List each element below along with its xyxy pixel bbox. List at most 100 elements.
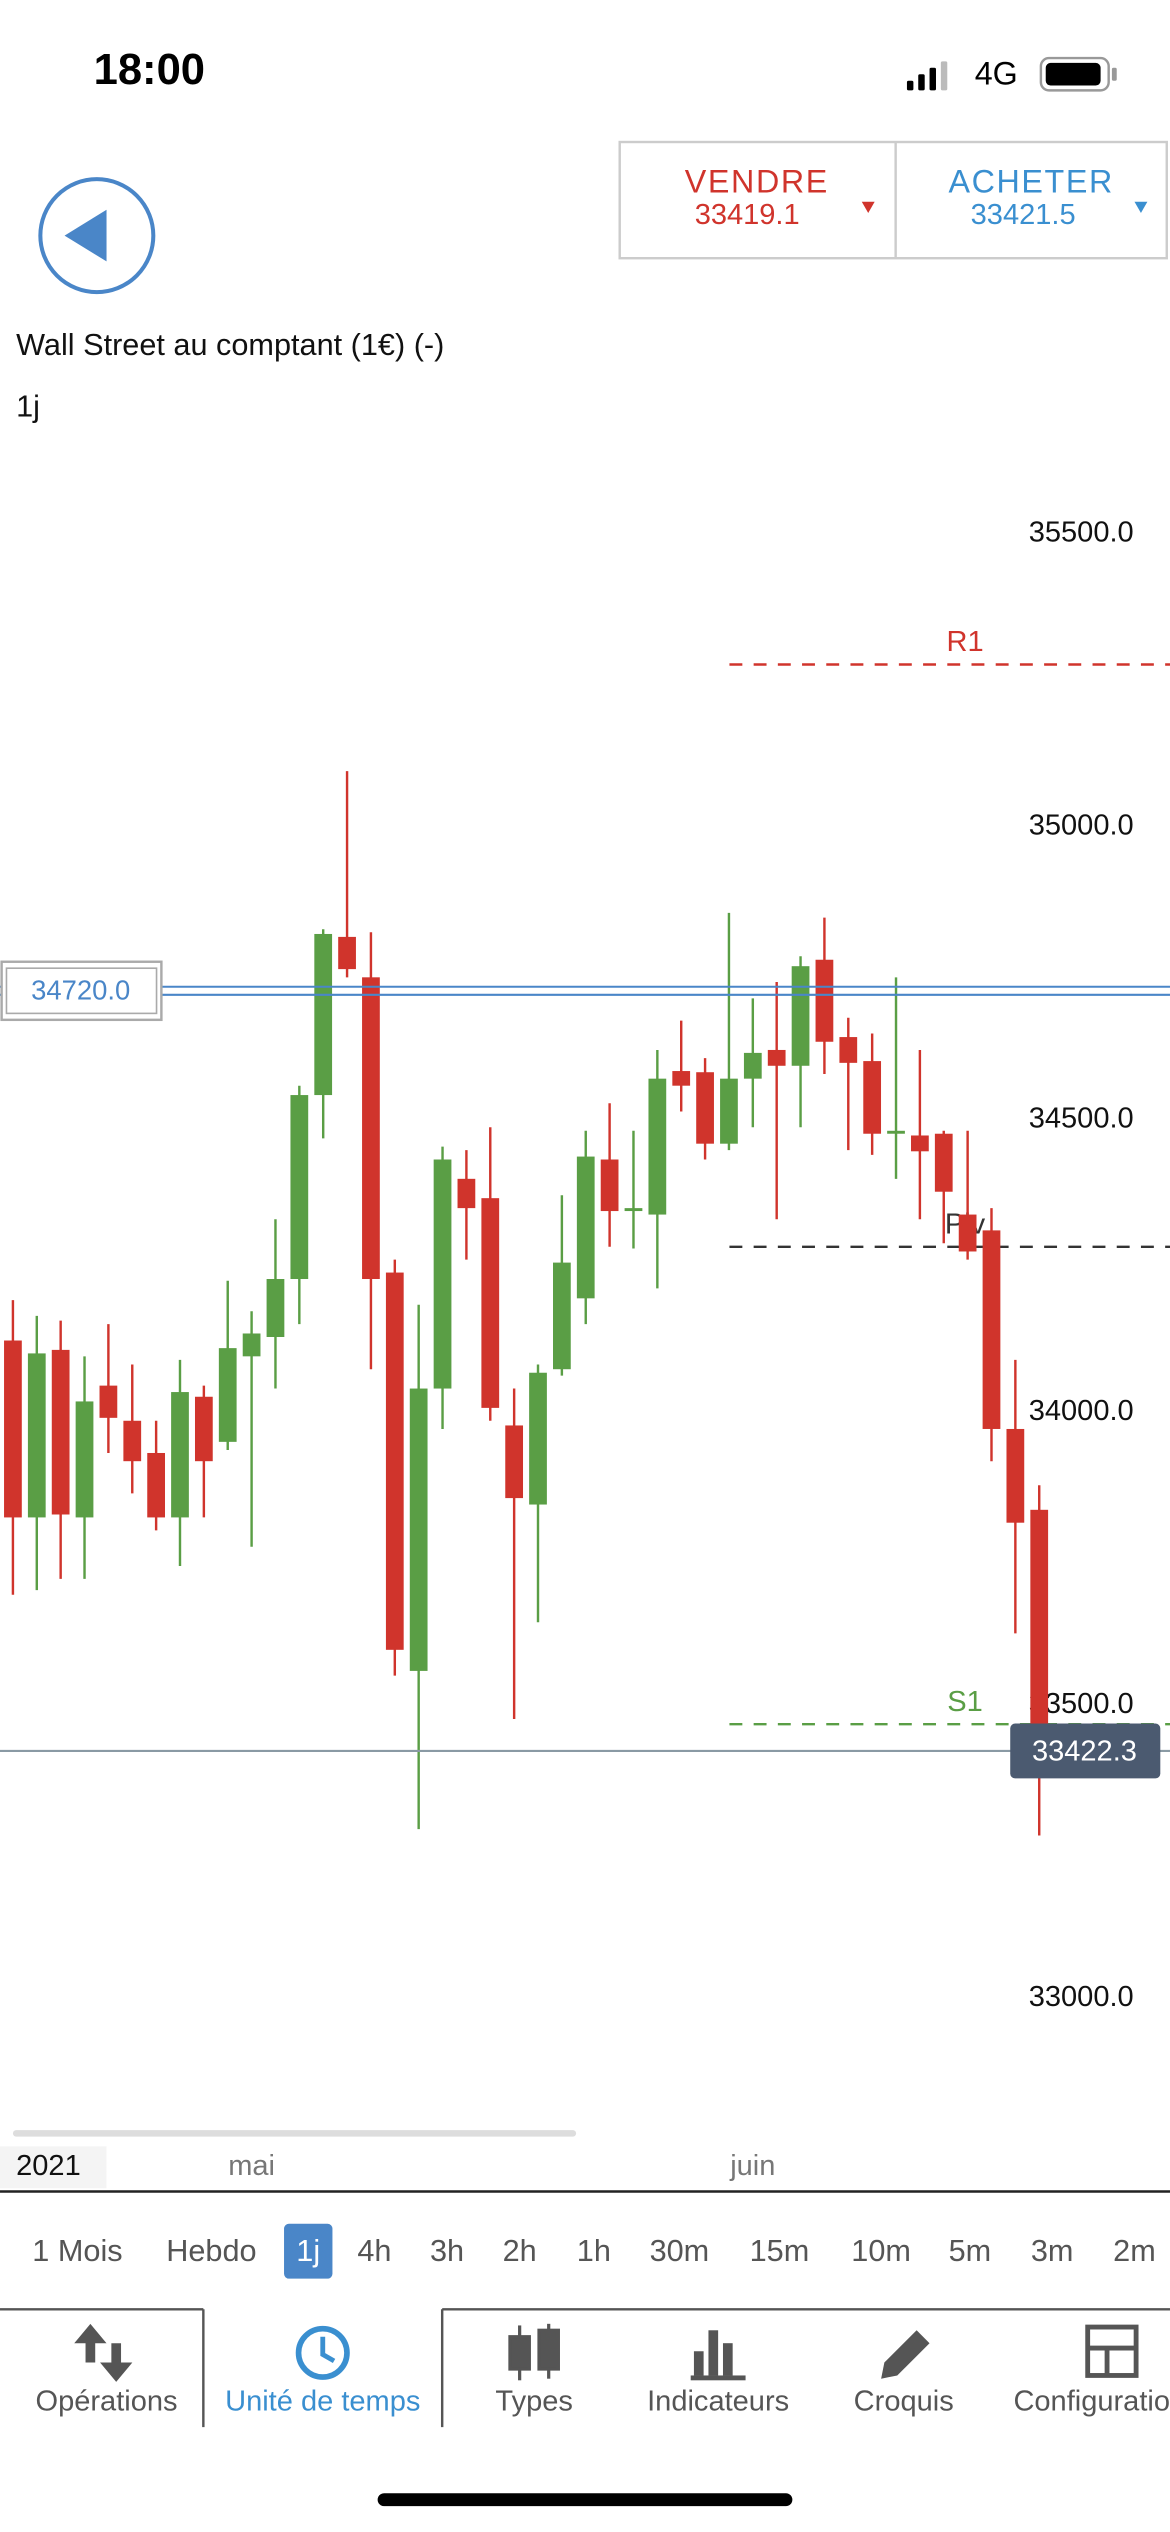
y-tick-label: 33000.0 [1029,1981,1134,2013]
signal-icon [906,61,948,91]
candle-body [75,1401,94,1518]
buy-price: 33421.5 [971,199,1076,231]
timeframe-option[interactable]: 3m [1031,2234,1074,2268]
buy-button[interactable]: ACHETER 33421.5 [948,164,1148,231]
candle-body [338,936,356,970]
candle-body [958,1214,977,1252]
candle-body [1006,1428,1025,1523]
candle-body [600,1159,619,1212]
candle-body [672,1071,691,1086]
timeframe-selected-bg [284,2223,333,2279]
candle-body [4,1340,22,1518]
candle-body [51,1349,70,1515]
timeframe-option[interactable]: 2m [1113,2234,1156,2268]
candle-body [720,1078,738,1144]
candle-body [815,959,834,1042]
indicators-icon [690,2330,746,2381]
y-tick-label: 34500.0 [1029,1102,1134,1134]
x-tick-label: juin [729,2150,775,2182]
timeframe-option[interactable]: 1j [296,2234,320,2268]
candle-body [863,1061,882,1134]
timeframe-option[interactable]: 1h [577,2234,611,2268]
timeframe-option[interactable]: 2h [503,2234,537,2268]
candle-body [767,1049,786,1066]
tab-label[interactable]: Unité de temps [225,2386,420,2418]
sell-button[interactable]: VENDRE 33419.1 [685,164,875,231]
alert-label-box[interactable] [0,960,163,1022]
candle-body [99,1385,118,1418]
candle-body [839,1037,858,1063]
candle-body [171,1392,189,1518]
candle-body [743,1052,762,1079]
sell-label: VENDRE [685,164,829,200]
candle-body [457,1178,476,1209]
scrollbar [12,2130,577,2137]
last-price-label: 33422.3 [1032,1735,1137,1767]
operations-icon [74,2323,133,2382]
candle-body [266,1279,285,1337]
instrument-timeframe: 1j [16,389,40,423]
candle-body [194,1396,213,1462]
year-label-box [0,2146,107,2189]
candle-body [314,933,333,1096]
sketch-icon [881,2330,930,2379]
tab-label[interactable]: Types [495,2386,572,2418]
timeframe-option[interactable]: Hebdo [166,2234,256,2268]
back-button[interactable] [38,177,156,295]
timeframe-option[interactable]: 4h [357,2234,391,2268]
candle-body [385,1272,404,1650]
candle-body [887,1130,905,1134]
candle-body [552,1262,571,1370]
timeframe-option[interactable]: 1 Mois [32,2234,122,2268]
alert-label: 34720.0 [31,975,130,1006]
battery-icon [1039,56,1117,92]
y-tick-label: 34000.0 [1029,1395,1134,1427]
candle-body [433,1159,452,1389]
tab-label[interactable]: Indicateurs [647,2386,789,2418]
pivot-level-label: S1 [947,1686,983,1718]
tab-label[interactable]: Opérations [36,2386,178,2418]
status-time: 18:00 [94,46,205,94]
timeframe-option[interactable]: 30m [650,2234,710,2268]
candle-body [1030,1509,1049,1751]
timeframe-option[interactable]: 5m [949,2234,992,2268]
buy-label: ACHETER [948,164,1113,200]
candle-body [290,1095,309,1280]
candle-body [576,1156,595,1299]
candle-body [242,1333,261,1357]
candle-body [624,1208,643,1212]
candle-body [982,1230,1001,1429]
candle-body [648,1078,667,1215]
timeframe-option[interactable]: 3h [430,2234,464,2268]
timeframe-option[interactable]: 15m [750,2234,810,2268]
candle-body [147,1452,166,1518]
last-price-box [1010,1723,1161,1779]
timeframe-bar: 1 Mois Hebdo 1j 4h 3h 2h 1h 30m 15m 10m 5m 3m 2m [32,2223,1156,2279]
candle-body [911,1135,929,1152]
quote-box [618,140,1168,260]
candle-body [218,1348,237,1442]
home-indicator [377,2493,793,2507]
clock-icon [295,2325,350,2380]
configuration-icon [1085,2324,1139,2378]
pivot-level-label: R1 [946,626,983,658]
year-label: 2021 [16,2150,81,2182]
candle-body [934,1133,953,1192]
candle-body [529,1372,547,1505]
instrument-title: Wall Street au comptant (1€) (-) [16,328,444,362]
tab-label[interactable]: Croquis [854,2386,954,2418]
candle-body [362,977,380,1280]
candle-body [409,1388,428,1671]
candle-body [791,966,810,1066]
timeframe-option[interactable]: 10m [851,2234,911,2268]
candle-body [27,1353,46,1518]
tab-label[interactable]: Configuration [1013,2386,1170,2418]
tab-labels: Opérations Unité de temps Types Indicateurs… [36,2386,1170,2418]
candle-body [123,1420,142,1462]
types-icon [508,2323,560,2381]
candle-body [696,1072,714,1144]
candle-body [505,1425,524,1499]
